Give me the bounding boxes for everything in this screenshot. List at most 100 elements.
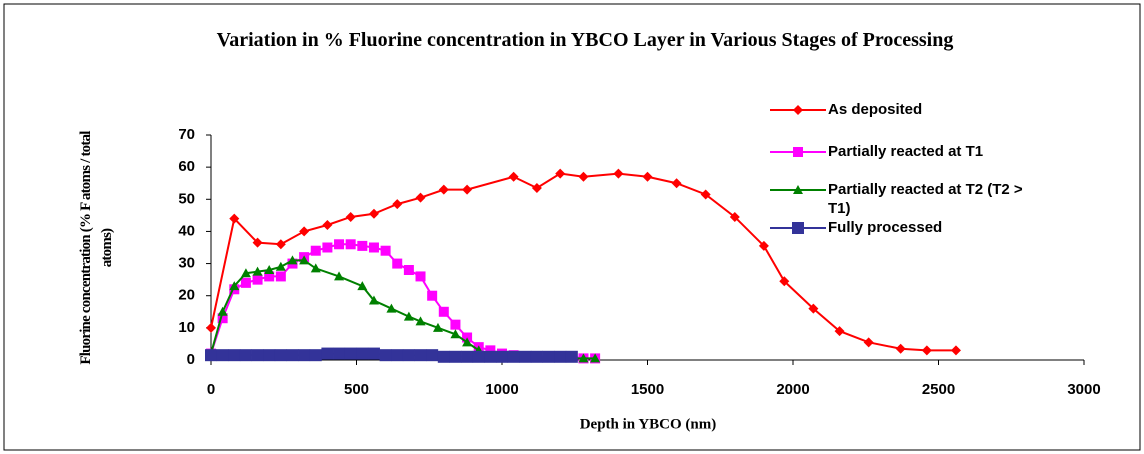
marker xyxy=(863,337,874,348)
marker xyxy=(206,322,216,333)
marker xyxy=(484,350,497,363)
marker xyxy=(357,240,368,251)
y-tick-label: 0 xyxy=(187,351,195,368)
marker xyxy=(671,178,682,189)
marker xyxy=(345,211,356,222)
marker xyxy=(700,189,711,200)
marker xyxy=(472,350,485,363)
marker xyxy=(437,350,450,363)
marker xyxy=(216,349,229,362)
marker xyxy=(240,277,251,288)
x-tick-label: 3000 xyxy=(1067,381,1100,398)
marker xyxy=(449,350,462,363)
marker xyxy=(368,208,379,219)
x-axis-label: Depth in YBCO (nm) xyxy=(580,416,717,432)
marker xyxy=(309,349,322,362)
legend-swatch xyxy=(770,185,826,194)
marker xyxy=(403,311,414,321)
marker xyxy=(356,347,369,360)
marker xyxy=(386,303,397,313)
y-tick-label: 40 xyxy=(178,222,195,239)
chart-title: Variation in % Fluorine concentration in… xyxy=(216,29,954,51)
marker xyxy=(321,347,334,360)
marker xyxy=(578,171,589,182)
marker xyxy=(345,239,356,250)
marker xyxy=(357,281,368,291)
marker xyxy=(414,349,427,362)
y-tick-label: 70 xyxy=(178,126,195,143)
marker xyxy=(779,276,790,287)
marker xyxy=(310,245,321,256)
series-line xyxy=(210,243,596,360)
marker xyxy=(590,353,601,363)
marker xyxy=(507,350,520,363)
marker xyxy=(519,350,532,363)
marker xyxy=(432,322,443,332)
marker xyxy=(808,303,819,314)
marker xyxy=(921,345,932,356)
marker xyxy=(322,220,333,230)
marker xyxy=(264,265,275,274)
legend-label: Partially reacted at T1 xyxy=(828,143,984,160)
marker xyxy=(565,350,578,363)
x-tick-label: 500 xyxy=(344,381,369,398)
marker xyxy=(275,271,286,282)
x-tick-label: 0 xyxy=(207,381,215,398)
marker xyxy=(367,347,380,360)
marker xyxy=(240,268,251,278)
marker xyxy=(229,281,240,291)
marker xyxy=(217,306,228,316)
marker xyxy=(344,347,357,360)
marker xyxy=(298,349,311,362)
marker xyxy=(229,213,240,224)
marker xyxy=(531,183,542,194)
legend-swatch xyxy=(770,222,826,234)
marker xyxy=(415,271,426,282)
marker xyxy=(426,349,439,362)
marker xyxy=(642,171,653,182)
marker xyxy=(402,349,415,362)
marker xyxy=(286,349,299,362)
marker xyxy=(391,349,404,362)
marker xyxy=(530,350,543,363)
legend-label: Partially reacted at T2 (T2 > T1) xyxy=(828,181,1023,217)
legend-item: Fully processed xyxy=(768,218,1028,238)
marker xyxy=(895,343,906,354)
y-tick-label: 20 xyxy=(178,287,195,304)
marker xyxy=(252,266,263,276)
marker xyxy=(275,239,286,250)
legend-item: Partially reacted at T2 (T2 > T1) xyxy=(768,180,1028,218)
marker xyxy=(299,226,310,237)
marker xyxy=(542,350,555,363)
x-tick-label: 2000 xyxy=(776,381,809,398)
marker xyxy=(950,345,961,356)
marker xyxy=(299,255,310,265)
y-axis-label: Fluorine concentration (% F atoms / tota… xyxy=(78,131,115,365)
marker xyxy=(415,192,426,203)
legend-item: Partially reacted at T1 xyxy=(768,142,1028,162)
legend-item: As deposited xyxy=(768,100,1028,120)
marker xyxy=(392,258,403,269)
marker xyxy=(275,261,286,271)
marker xyxy=(368,242,379,253)
marker xyxy=(334,239,345,250)
marker xyxy=(287,255,298,265)
marker xyxy=(485,345,496,356)
y-tick-label: 30 xyxy=(178,255,195,272)
marker xyxy=(392,199,403,210)
legend-label: As deposited xyxy=(828,101,923,118)
marker xyxy=(508,171,519,182)
marker xyxy=(251,349,264,362)
marker xyxy=(380,245,391,256)
marker xyxy=(263,349,276,362)
marker xyxy=(438,184,449,195)
marker xyxy=(228,349,241,362)
marker xyxy=(578,353,589,363)
marker xyxy=(333,347,346,360)
marker xyxy=(555,168,566,179)
marker xyxy=(322,242,333,253)
marker xyxy=(496,350,508,363)
x-tick-label: 2500 xyxy=(922,381,955,398)
